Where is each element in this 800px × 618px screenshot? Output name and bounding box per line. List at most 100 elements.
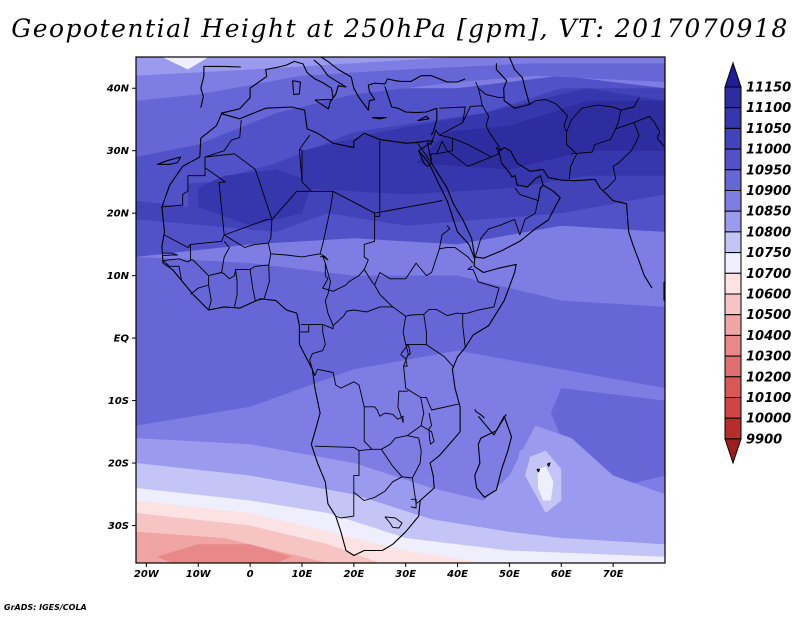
coastline — [292, 80, 301, 96]
coastline — [161, 106, 517, 557]
grads-credit: GrADS: IGES/COLA — [4, 603, 87, 612]
longitude-axis: 20W 10W 0 10E 20E 30E 40E 50E 60E 70E — [134, 563, 624, 580]
lon-tick-label: 20E — [343, 569, 364, 580]
country-borders — [161, 81, 665, 529]
lon-tick-label: 20W — [134, 569, 160, 580]
height-region-10950 — [136, 169, 188, 207]
coastline — [474, 414, 513, 498]
country-border — [563, 115, 578, 181]
colorbar-swatch — [724, 376, 742, 398]
coastline — [546, 462, 551, 467]
country-border — [204, 120, 242, 168]
country-border — [474, 218, 521, 259]
country-border — [425, 344, 455, 368]
country-border — [478, 87, 504, 99]
coastline — [220, 59, 347, 114]
colorbar-label: 9900 — [746, 432, 782, 447]
country-border — [322, 216, 376, 292]
country-border — [529, 99, 568, 117]
height-region-10900 — [136, 256, 665, 426]
country-border — [519, 184, 544, 236]
country-border — [514, 186, 541, 202]
country-border — [221, 241, 230, 273]
colorbar-label: 10000 — [746, 412, 791, 427]
coastline — [200, 65, 241, 108]
lon-tick-label: 30E — [395, 569, 416, 580]
colorbar-swatch — [724, 148, 742, 171]
country-border — [380, 449, 403, 478]
coastline — [417, 115, 430, 122]
lat-tick-label: 20N — [107, 209, 130, 220]
country-border — [436, 309, 463, 317]
country-border — [161, 167, 226, 248]
colorbar-label: 10950 — [746, 163, 791, 178]
country-border — [415, 129, 453, 164]
colorbar-label: 10500 — [746, 308, 791, 323]
colorbar-label: 10800 — [746, 225, 791, 240]
colorbar-label: 10750 — [746, 246, 791, 261]
country-border — [319, 191, 334, 261]
country-border — [317, 368, 409, 423]
country-border — [332, 306, 393, 326]
country-border — [208, 268, 245, 311]
colorbar-label: 10300 — [746, 350, 791, 365]
country-border — [566, 97, 640, 133]
lat-tick-label: 30S — [108, 521, 129, 532]
latitude-axis: 40N 30N 20N 10N EQ 10S 20S 30S — [106, 84, 136, 532]
colorbar-swatch — [724, 231, 742, 254]
lat-tick-label: 40N — [106, 84, 130, 95]
colorbar-swatch — [724, 169, 742, 192]
colorbar-label: 11100 — [746, 101, 791, 116]
colorbar-label: 10100 — [746, 391, 791, 406]
country-border — [314, 445, 373, 452]
country-border — [244, 264, 269, 270]
country-border — [439, 106, 466, 136]
colorbar-label: 11150 — [746, 81, 791, 96]
colorbar-swatch — [724, 334, 742, 357]
height-region-11050 — [198, 169, 313, 226]
lat-tick-label: 10S — [108, 396, 129, 407]
colorbar-top-arrow — [724, 61, 742, 88]
colorbar-bottom-arrow — [724, 438, 742, 465]
colorbar-swatch — [724, 190, 742, 212]
colorbar-swatch — [724, 314, 742, 336]
country-border — [403, 344, 461, 411]
lon-tick-label: 60E — [551, 569, 572, 580]
lon-tick-label: 10W — [186, 569, 212, 580]
colorbar-label: 10600 — [746, 288, 791, 303]
coastline — [314, 98, 332, 110]
colorbar: 11150 11100 11050 11000 10950 10900 10850 10800… — [724, 61, 791, 465]
lat-tick-label: 20S — [108, 459, 129, 470]
height-field-shading — [136, 57, 665, 563]
colorbar-swatch — [724, 355, 742, 378]
country-border — [162, 258, 209, 281]
country-border — [300, 262, 334, 330]
country-border — [299, 149, 303, 182]
height-region-10300 — [156, 544, 292, 563]
coastlines — [157, 57, 665, 557]
coastline — [663, 281, 665, 302]
map-title: Geopotential Height at 250hPa [gpm], VT:… — [11, 14, 789, 43]
country-border — [187, 243, 191, 260]
height-region-10800 — [136, 57, 458, 76]
coastline — [157, 156, 182, 165]
country-border — [223, 219, 273, 248]
country-border — [299, 324, 310, 333]
colorbar-label: 10200 — [746, 370, 791, 385]
lon-tick-label: 40E — [446, 569, 468, 580]
lat-tick-label: EQ — [114, 334, 130, 345]
country-border — [633, 115, 665, 148]
country-border — [363, 397, 425, 450]
height-region-10700 — [537, 466, 554, 501]
lon-tick-label: 0 — [247, 569, 254, 580]
plot-frame — [135, 56, 666, 564]
colorbar-swatch — [724, 107, 742, 129]
country-border — [190, 284, 209, 295]
country-border — [439, 247, 474, 264]
country-border — [267, 243, 321, 258]
coastline — [536, 468, 541, 473]
colorbar-swatch — [724, 86, 742, 109]
coastline — [384, 86, 438, 136]
coastline — [320, 57, 466, 111]
